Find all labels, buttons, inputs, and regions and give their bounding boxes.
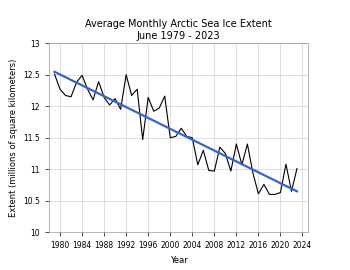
X-axis label: Year: Year [170,256,187,265]
Y-axis label: Extent (millions of square kilometers): Extent (millions of square kilometers) [8,59,18,217]
Title: Average Monthly Arctic Sea Ice Extent
June 1979 - 2023: Average Monthly Arctic Sea Ice Extent Ju… [85,19,272,41]
